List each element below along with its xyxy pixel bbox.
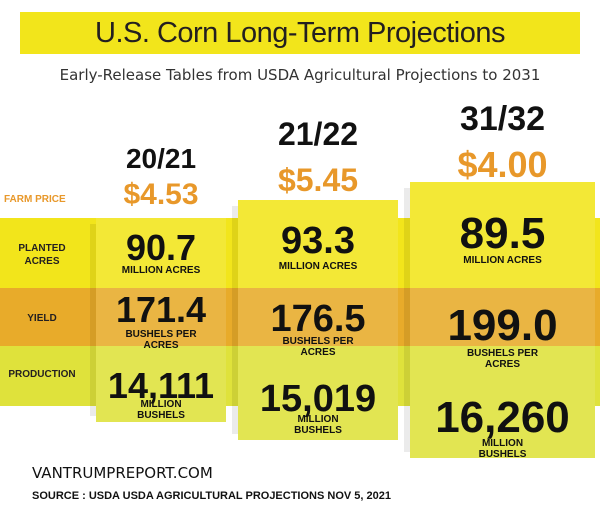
column-bottom-extension [238, 406, 398, 440]
yield-value: 176.5 [270, 298, 366, 340]
column-bottom-extension [96, 406, 226, 422]
yield-unit: BUSHELS PER ACRES [282, 336, 354, 358]
column-top-extension [238, 200, 398, 218]
footer-site: VANTRUMPREPORT.COM [32, 464, 213, 482]
column-face [238, 200, 398, 440]
band-planted [0, 218, 600, 288]
row-label-farm-price: FARM PRICE [4, 194, 66, 205]
row-label-planted-acres: PLANTED ACRES [18, 243, 66, 267]
yield-value: 199.0 [447, 301, 558, 350]
page-title: U.S. Corn Long-Term Projections [95, 16, 506, 49]
column-face [410, 182, 595, 458]
yield-unit: BUSHELS PER ACRES [125, 329, 197, 351]
column-year: 21/22 [277, 116, 359, 152]
title-bar: U.S. Corn Long-Term Projections [20, 12, 580, 54]
column-year: 20/21 [125, 143, 197, 174]
column-top-extension [410, 182, 595, 218]
production-unit: MILLION BUSHELS [137, 399, 185, 421]
production-value: 14,111 [107, 365, 215, 406]
column-left-edge [232, 206, 238, 434]
subtitle: Early-Release Tables from USDA Agricultu… [59, 66, 541, 84]
yield-unit: BUSHELS PER ACRES [466, 348, 539, 370]
footer-source: SOURCE : USDA USDA AGRICULTURAL PROJECTI… [32, 490, 391, 502]
column-face [96, 218, 226, 422]
band-production [0, 346, 600, 406]
yield-value: 171.4 [115, 289, 207, 330]
column-left-edge [90, 224, 96, 416]
production-value: 16,260 [435, 393, 570, 442]
row-label-yield: YIELD [27, 313, 57, 324]
farm-price-value: $4.53 [123, 178, 199, 211]
planted-acres-unit: MILLION ACRES [121, 265, 201, 276]
column-year: 31/32 [459, 100, 546, 138]
planted-acres-value: 93.3 [281, 220, 355, 262]
planted-acres-value: 89.5 [459, 209, 546, 258]
column-left-edge [404, 188, 410, 452]
planted-acres-unit: MILLION ACRES [278, 261, 358, 272]
column-bottom-extension [410, 406, 595, 458]
farm-price-value: $4.00 [457, 144, 548, 185]
planted-acres-value: 90.7 [125, 227, 197, 268]
band-yield [0, 288, 600, 346]
production-value: 15,019 [259, 378, 377, 420]
production-unit: MILLION BUSHELS [478, 438, 527, 460]
planted-acres-unit: MILLION ACRES [463, 255, 542, 266]
row-label-production: PRODUCTION [8, 369, 76, 380]
production-unit: MILLION BUSHELS [294, 414, 342, 436]
farm-price-value: $5.45 [277, 162, 359, 198]
